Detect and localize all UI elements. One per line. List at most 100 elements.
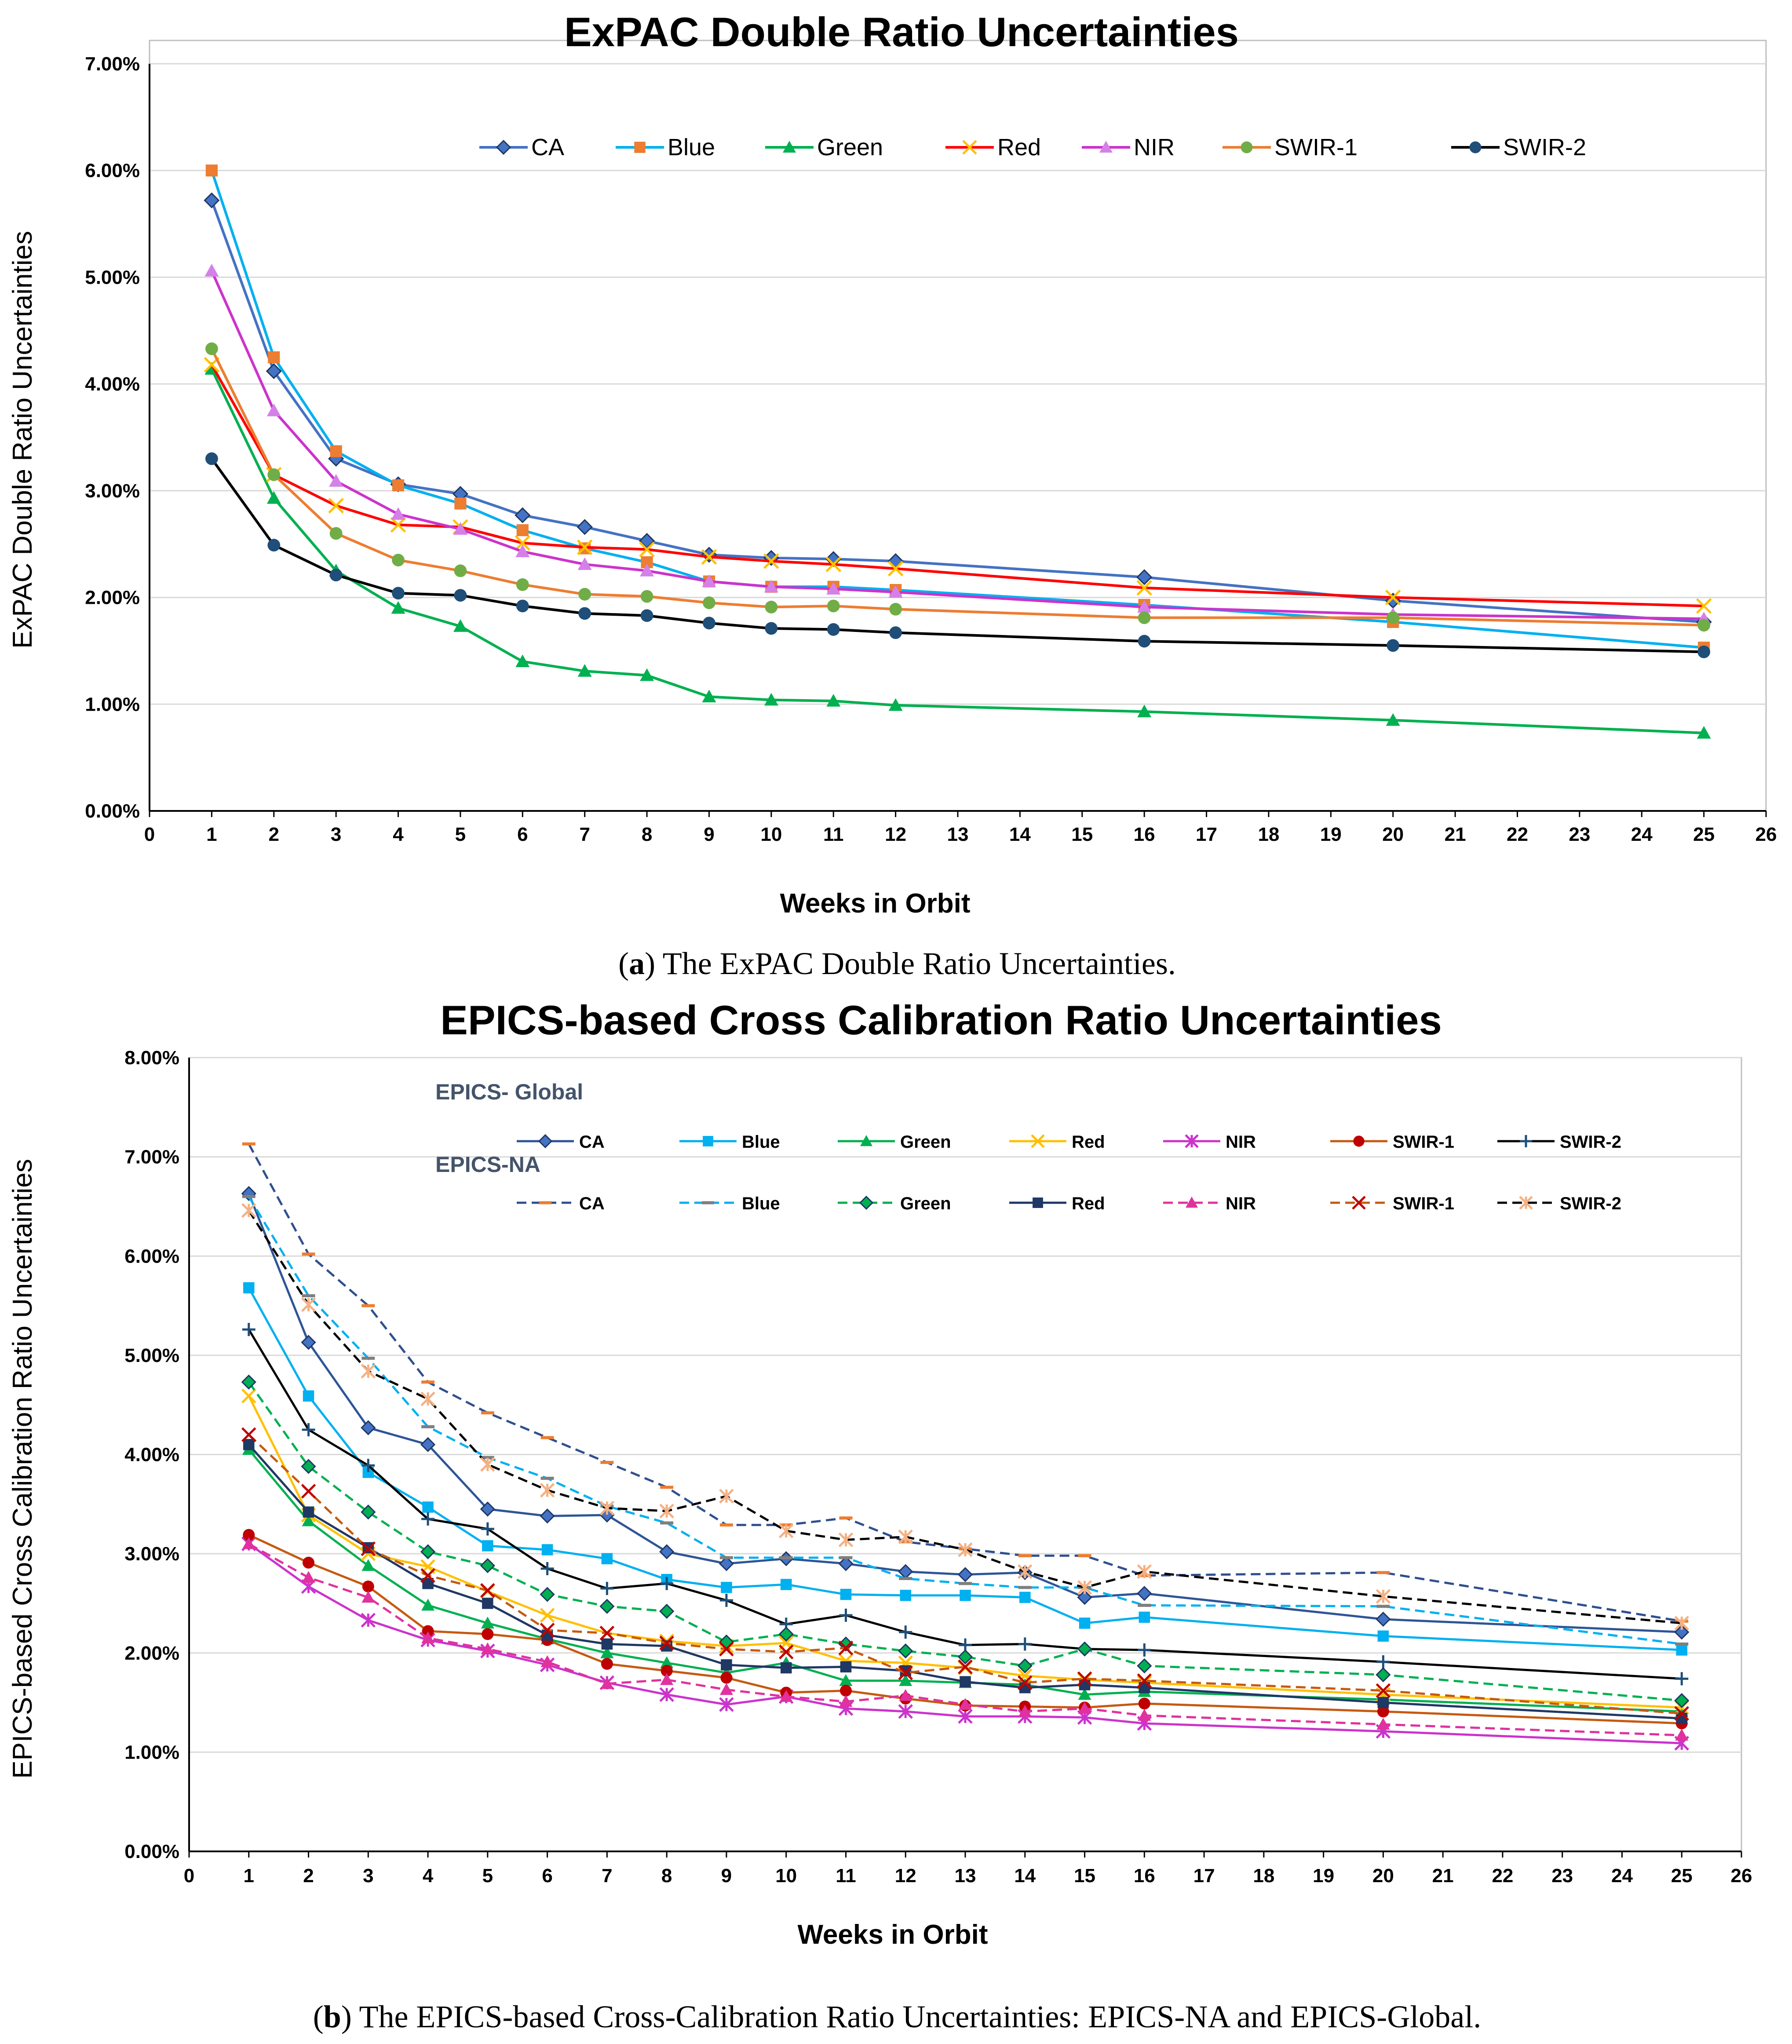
data-point-shape — [361, 1559, 375, 1571]
data-point — [600, 1646, 614, 1658]
data-point — [205, 452, 218, 465]
data-point-shape — [1018, 1705, 1032, 1717]
legend-marker — [859, 1195, 874, 1210]
data-point-shape — [266, 491, 281, 504]
data-point-shape — [540, 1655, 554, 1668]
data-point — [778, 1626, 794, 1642]
data-point — [204, 192, 220, 208]
data-point-shape — [1385, 589, 1401, 606]
data-point-shape — [361, 1459, 375, 1472]
legend-marker-shape — [1033, 1197, 1043, 1208]
data-point-shape — [303, 1556, 315, 1569]
data-point-shape — [889, 602, 902, 616]
data-point — [362, 1580, 374, 1593]
data-point — [267, 468, 281, 481]
data-point-shape — [661, 1664, 673, 1677]
legend-item-swir-2: SWIR-2 — [1451, 134, 1586, 161]
data-point-shape — [302, 1423, 315, 1437]
y-tick-label: 7.00% — [124, 1146, 179, 1168]
data-point — [838, 1532, 854, 1548]
data-point-shape — [361, 1613, 376, 1628]
series-epicsglobal-ca — [241, 1186, 1690, 1640]
data-point — [361, 1613, 376, 1628]
data-point-shape — [1138, 1708, 1151, 1721]
data-point-shape — [640, 563, 654, 577]
data-point-shape — [1136, 580, 1152, 596]
data-point-shape — [328, 498, 344, 514]
caption-b: (b) The EPICS-based Cross-Calibration Ra… — [313, 1999, 1481, 2034]
data-point — [840, 1661, 852, 1673]
data-point-shape — [659, 1635, 674, 1650]
x-tick-label: 20 — [1372, 1865, 1394, 1887]
data-point-shape — [838, 1640, 854, 1656]
data-point — [391, 507, 405, 520]
data-point — [1376, 1611, 1391, 1627]
x-tick-label: 26 — [1731, 1865, 1752, 1887]
data-point-shape — [1387, 639, 1400, 652]
data-point — [480, 1501, 495, 1517]
data-point-shape — [578, 607, 591, 620]
legend-marker-shape — [962, 140, 977, 155]
legend-label: CA — [531, 134, 564, 161]
data-point — [361, 1459, 375, 1472]
data-point — [302, 1571, 315, 1583]
legend-marker — [1352, 1196, 1366, 1210]
series-line — [248, 1434, 1682, 1715]
data-point — [482, 1598, 493, 1609]
series-epicsna-swir-1 — [241, 1427, 1689, 1721]
series-line — [248, 1444, 1682, 1720]
data-point-shape — [702, 574, 716, 587]
data-point-shape — [1386, 713, 1400, 726]
legend-item-na-nir: NIR — [1163, 1194, 1256, 1213]
x-tick-label: 5 — [482, 1865, 493, 1887]
data-point — [660, 1673, 674, 1685]
x-tick-label: 23 — [1569, 824, 1590, 845]
data-point — [780, 1579, 792, 1590]
data-point — [516, 599, 529, 613]
x-tick-label: 25 — [1693, 824, 1715, 845]
legend-label: NIR — [1226, 1132, 1256, 1152]
y-tick-label: 7.00% — [85, 53, 140, 75]
legend-item-global-blue: Blue — [679, 1132, 780, 1152]
data-point — [302, 1423, 315, 1437]
data-point-shape — [958, 1659, 973, 1675]
data-point-shape — [898, 1529, 913, 1544]
data-point-shape — [540, 1587, 555, 1602]
legend-label: SWIR-1 — [1393, 1194, 1454, 1213]
data-point-shape — [719, 1697, 734, 1712]
x-tick-label: 23 — [1551, 1865, 1573, 1887]
data-point-shape — [660, 1673, 674, 1685]
legend-item-global-swir-1: SWIR-1 — [1330, 1132, 1454, 1152]
data-point — [957, 1649, 973, 1664]
legend-label: Red — [997, 134, 1041, 161]
legend-label: SWIR-2 — [1560, 1132, 1621, 1152]
data-point-shape — [702, 690, 716, 703]
series-line — [248, 1196, 1682, 1645]
legend-label: Green — [817, 134, 883, 161]
data-point — [577, 539, 593, 555]
data-point — [1376, 1655, 1390, 1669]
data-point-shape — [825, 551, 842, 567]
data-point — [839, 1609, 853, 1622]
data-point — [540, 1608, 555, 1623]
data-point-shape — [578, 588, 591, 601]
data-point-shape — [515, 507, 531, 523]
data-point — [659, 1544, 675, 1559]
legend-label: Red — [1072, 1132, 1105, 1152]
data-point — [577, 519, 593, 535]
data-point — [241, 1203, 256, 1218]
data-point-shape — [839, 1684, 852, 1697]
legend-item-na-blue: Blue — [679, 1194, 780, 1213]
legend-label: Blue — [742, 1132, 780, 1152]
data-point-shape — [480, 1457, 495, 1472]
chart-b-legend: EPICS- Global EPICS-NA CA Blue Green Red NIR SW… — [435, 1080, 1621, 1213]
data-point-shape — [839, 1695, 853, 1707]
series-line — [248, 1210, 1682, 1624]
data-point — [778, 1523, 794, 1538]
data-point-shape — [267, 468, 281, 481]
x-tick-label: 24 — [1611, 1865, 1633, 1887]
series-epicsglobal-blue — [243, 1282, 1687, 1656]
data-point — [422, 1625, 434, 1637]
data-point — [454, 564, 467, 577]
